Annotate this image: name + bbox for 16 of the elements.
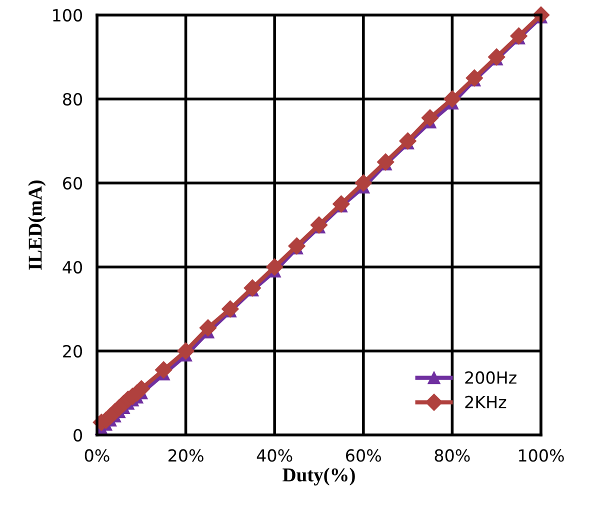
x-tick-label: 20%: [168, 449, 204, 462]
x-tick-label: 40%: [256, 449, 292, 462]
y-tick-label: 80: [63, 92, 82, 106]
x-tick-label: 80%: [434, 449, 470, 462]
x-tick-label: 60%: [346, 449, 381, 462]
legend-label: 200Hz: [465, 371, 516, 384]
y-tick-label: 60: [63, 176, 82, 190]
x-tick-label: 100%: [519, 449, 564, 462]
y-axis-title: ILED(mA): [28, 180, 46, 270]
y-tick-label: 20: [63, 344, 82, 358]
y-tick-label: 0: [74, 428, 82, 442]
y-tick-label: 100: [53, 8, 82, 22]
x-axis-title: Duty(%): [282, 468, 355, 486]
legend-label: 2KHz: [465, 396, 506, 408]
x-tick-label: 0%: [84, 449, 110, 462]
y-tick-label: 40: [62, 260, 82, 274]
